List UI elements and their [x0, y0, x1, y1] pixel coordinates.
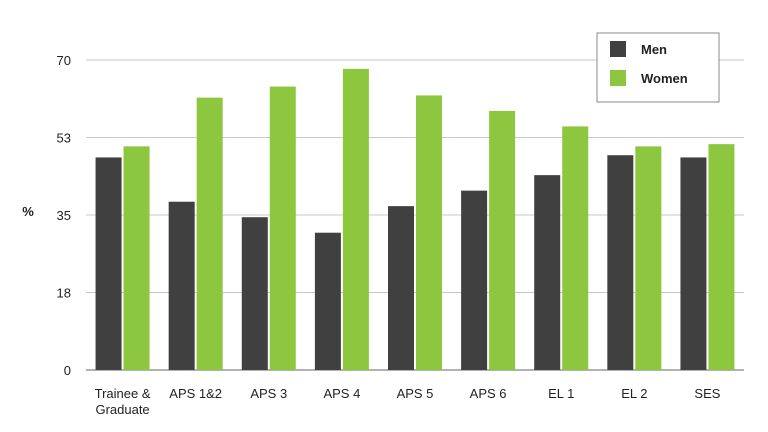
bar-men-0: [95, 157, 122, 370]
x-tick-label: APS 3: [250, 386, 287, 401]
legend-swatch-men: [610, 41, 626, 57]
bar-women-8: [708, 144, 735, 370]
legend: Men Women: [596, 32, 720, 103]
bar-women-3: [342, 68, 369, 370]
bar-men-8: [680, 157, 707, 370]
x-tick-label: APS 5: [397, 386, 434, 401]
y-tick-label: 18: [57, 286, 71, 301]
y-axis-ticks: 0 18 35 53 70: [57, 53, 71, 378]
y-axis-label: %: [22, 204, 34, 219]
bar-women-4: [416, 95, 442, 370]
bar-women-1: [196, 97, 223, 371]
x-tick-label: EL 1: [548, 386, 574, 401]
y-tick-label: 35: [57, 208, 71, 223]
bar-men-1: [168, 201, 195, 370]
grid-lines: [86, 59, 744, 371]
x-tick-label: APS 6: [470, 386, 507, 401]
bar-men-3: [314, 232, 341, 370]
bar-men-5: [461, 190, 488, 370]
x-tick-label: APS 4: [323, 386, 360, 401]
x-tick-label: Trainee & Graduate: [95, 386, 151, 417]
legend-label-men: Men: [641, 42, 667, 57]
bar-women-6: [562, 126, 589, 370]
bar-men-7: [607, 155, 634, 370]
x-tick-label: SES: [694, 386, 720, 401]
bar-women-5: [489, 110, 516, 370]
bar-women-2: [269, 86, 296, 371]
x-axis-labels: Trainee & Graduate APS 1&2 APS 3 APS 4 APS 5 A…: [95, 386, 721, 417]
bar-men-2: [241, 217, 268, 370]
bar-men-6: [534, 175, 561, 370]
x-tick-label: EL 2: [621, 386, 647, 401]
legend-swatch-women: [610, 70, 626, 86]
bar-men-4: [388, 206, 414, 370]
y-tick-label: 53: [57, 131, 71, 146]
legend-label-women: Women: [641, 71, 688, 86]
y-tick-label: 70: [57, 53, 71, 68]
bar-women-0: [123, 146, 150, 370]
bar-women-7: [635, 146, 662, 370]
y-tick-label: 0: [64, 363, 71, 378]
bars: [95, 68, 735, 371]
x-tick-label: APS 1&2: [169, 386, 222, 401]
